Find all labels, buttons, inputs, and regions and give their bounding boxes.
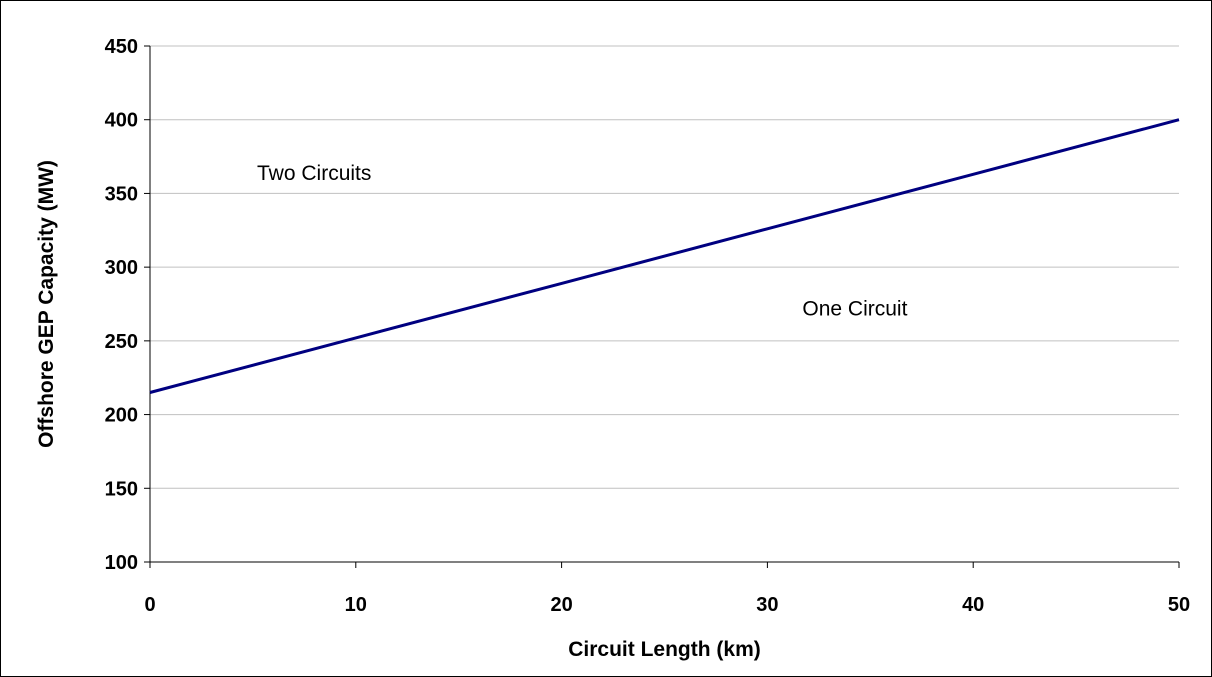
x-tick-label: 10 <box>345 594 367 616</box>
y-tick-label: 250 <box>105 331 138 353</box>
y-axis-title: Offshore GEP Capacity (MW) <box>35 160 58 448</box>
x-axis-title: Circuit Length (km) <box>568 638 761 661</box>
x-tick-label: 0 <box>144 594 155 616</box>
y-tick-label: 150 <box>105 478 138 500</box>
x-tick-label: 40 <box>962 594 984 616</box>
gridlines <box>150 45 1179 489</box>
x-tick-label: 20 <box>550 594 572 616</box>
series-group <box>149 118 1180 394</box>
x-tick-label: 30 <box>756 594 778 616</box>
axes <box>144 45 1180 568</box>
y-tick-label: 300 <box>105 257 138 279</box>
y-tick-label: 450 <box>105 36 138 58</box>
y-tick-label: 100 <box>105 552 138 574</box>
x-tick-label: 50 <box>1168 594 1190 616</box>
y-tick-label: 400 <box>105 110 138 132</box>
annotation-label: One Circuit <box>802 297 907 320</box>
tick-labels: 100 150 200 250 300 350 400 450 0 10 20 30 40 50 <box>105 36 1191 616</box>
y-tick-label: 350 <box>105 183 138 205</box>
series-line <box>149 118 1180 394</box>
annotations: Two Circuits One Circuit <box>257 162 908 321</box>
y-tick-label: 200 <box>105 405 138 427</box>
annotation-label: Two Circuits <box>257 162 371 185</box>
